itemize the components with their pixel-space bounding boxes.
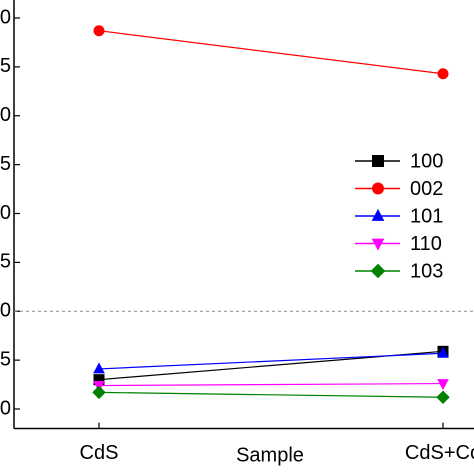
marker — [436, 390, 450, 404]
y-tick-label: 0 — [0, 300, 11, 322]
y-tick-label: 0 — [0, 104, 11, 126]
marker — [92, 385, 106, 400]
series-line — [98, 382, 444, 387]
series-line — [98, 30, 444, 75]
series-line — [98, 391, 444, 398]
legend-label: 103 — [410, 260, 443, 282]
x-tick-label: CdS+Co — [405, 442, 474, 464]
marker — [372, 182, 384, 195]
y-tick-label: 0 — [0, 202, 11, 224]
y-tick-label: 0 — [0, 397, 11, 419]
y-tick-label: 5 — [0, 348, 11, 370]
series-line — [98, 352, 444, 370]
y-tick-label: 5 — [0, 55, 11, 77]
marker — [93, 25, 105, 37]
legend-label: 101 — [410, 205, 443, 227]
legend-label: 002 — [410, 178, 443, 200]
marker — [371, 238, 385, 251]
x-axis-label: Sample — [236, 444, 304, 466]
marker — [437, 68, 449, 80]
marker — [93, 362, 105, 374]
legend-label: 100 — [410, 150, 443, 172]
y-tick-label: 5 — [0, 153, 11, 175]
legend-label: 110 — [410, 233, 442, 255]
y-tick-label: 0 — [0, 6, 11, 28]
marker — [437, 346, 449, 358]
marker — [370, 263, 386, 279]
y-tick-label: 5 — [0, 251, 11, 273]
marker — [372, 155, 384, 167]
x-tick-label: CdS — [80, 442, 119, 464]
marker — [371, 208, 385, 221]
marker — [437, 379, 449, 391]
